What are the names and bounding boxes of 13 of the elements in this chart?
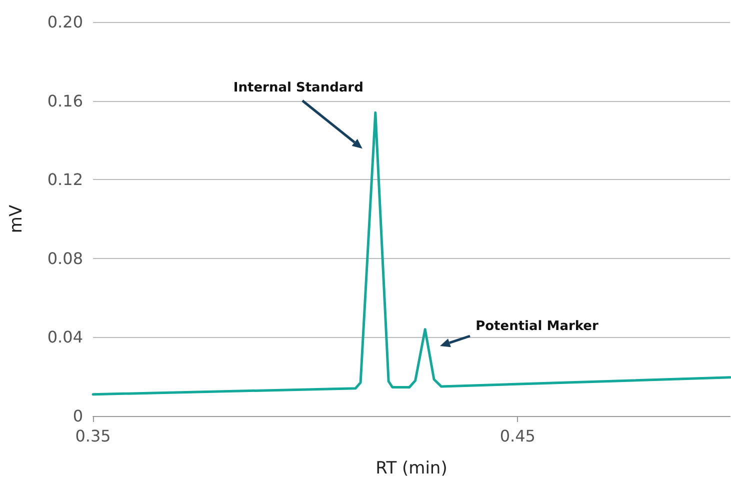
y-tick-label: 0.16 [47, 91, 83, 110]
y-tick-label: 0.12 [47, 170, 83, 190]
x-tick-label: 0.35 [75, 426, 111, 446]
x-tick-label: 0.45 [500, 426, 536, 446]
x-axis-title: RT (min) [376, 458, 448, 478]
y-tick-label: 0.08 [47, 248, 83, 268]
annotation: Internal Standard [233, 80, 364, 96]
y-axis-title: mV [6, 204, 26, 234]
y-tick-label: 0.04 [47, 328, 83, 347]
y-tick-label: 0.20 [47, 12, 83, 32]
y-tick-label: 0 [72, 406, 83, 426]
line-series [92, 111, 731, 396]
annotation: Potential Marker [476, 319, 599, 334]
